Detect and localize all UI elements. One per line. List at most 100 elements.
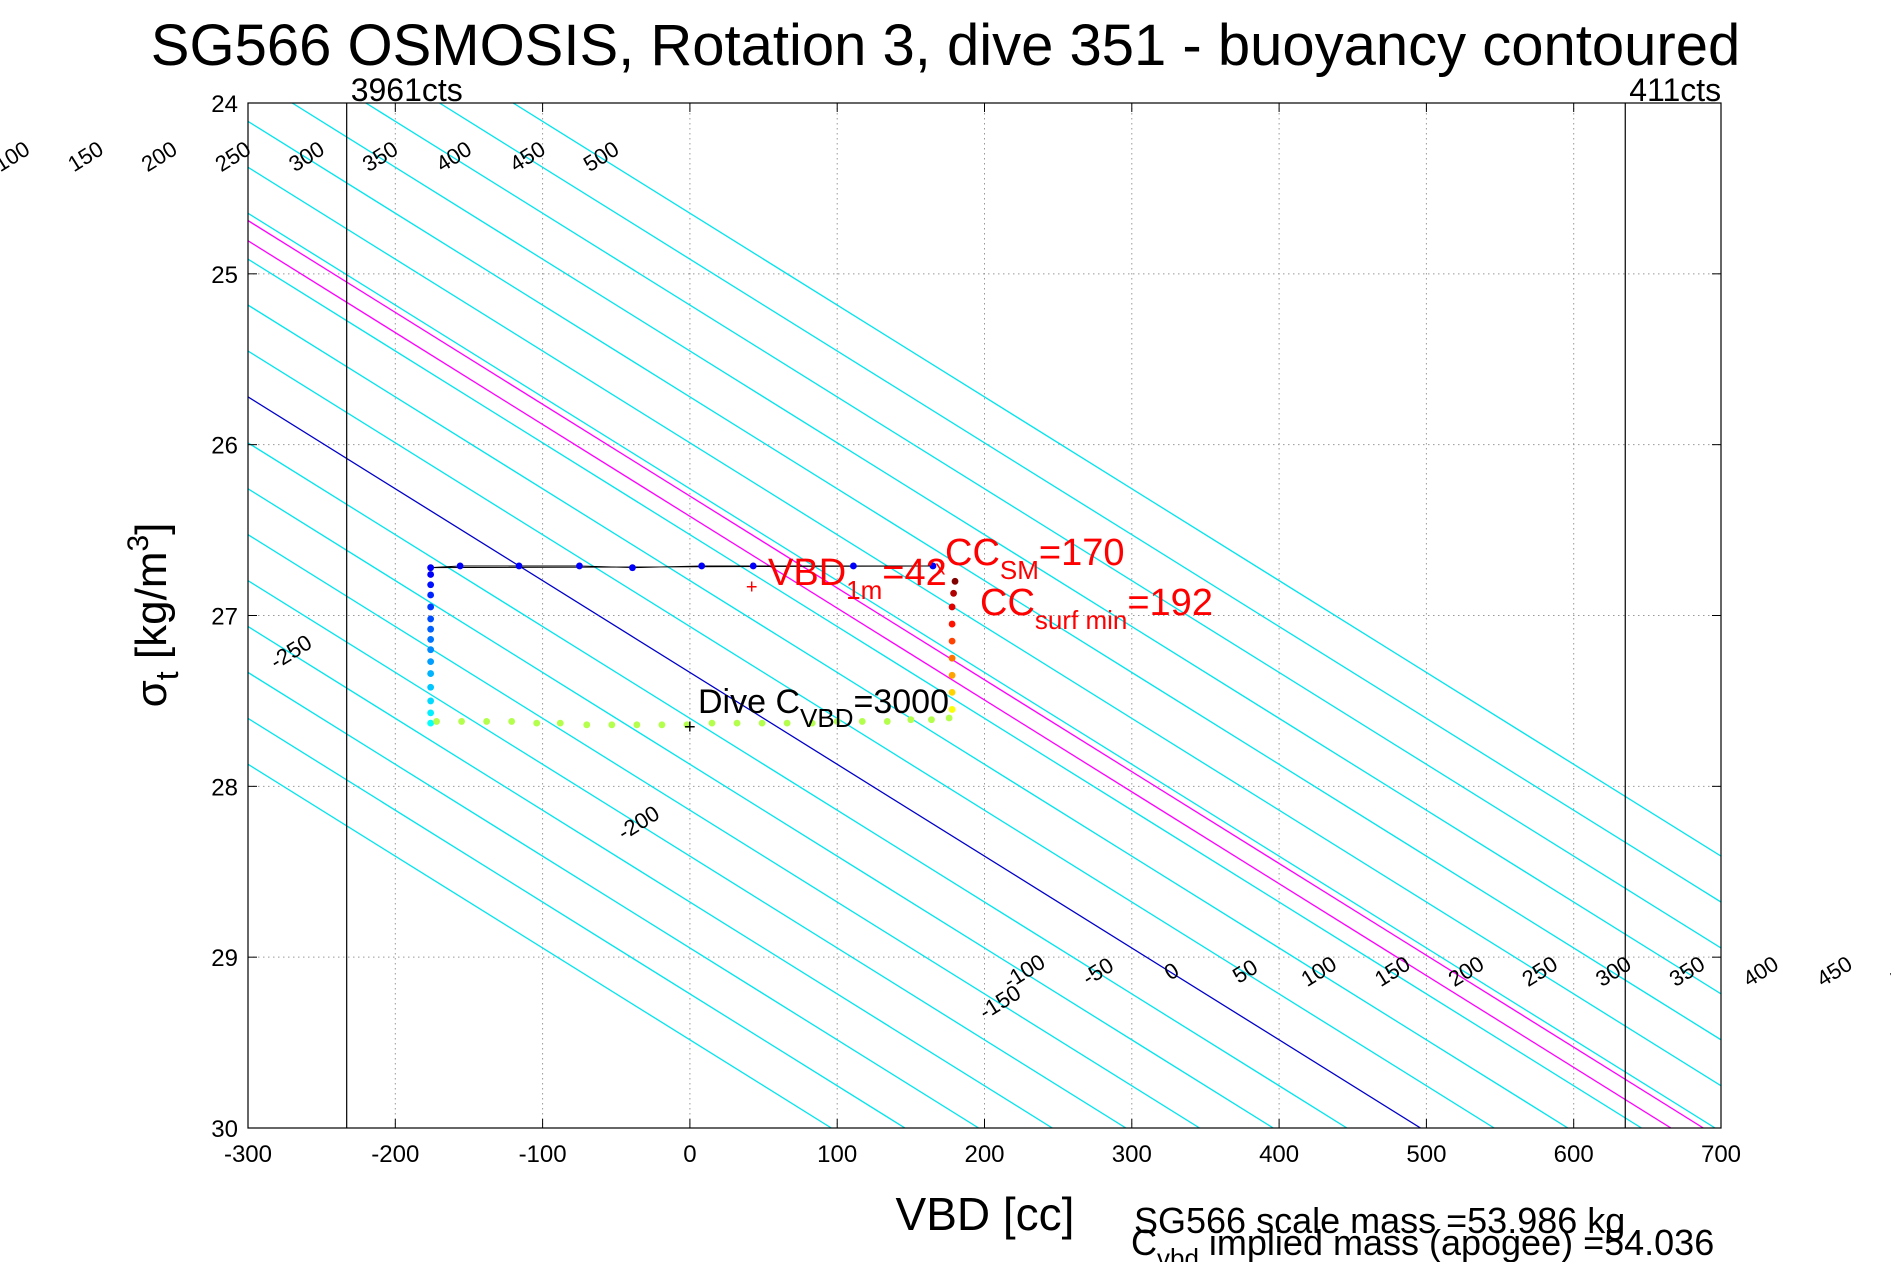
dive-point <box>708 719 716 727</box>
highlight-contour-line <box>248 219 1704 1128</box>
dive-point <box>928 716 935 724</box>
dive-point <box>427 709 435 717</box>
dive-point <box>808 719 816 727</box>
footer-implied-mass: Cvbd implied mass (apogee) =54.036 <box>1131 1222 1714 1262</box>
dive-point <box>883 718 891 725</box>
dive-point <box>948 688 956 696</box>
dive-point <box>629 564 636 572</box>
contour-label: 0 <box>1160 957 1184 985</box>
dive-point <box>427 581 435 589</box>
annotation-label: Dive CVBD=3000 <box>698 683 949 733</box>
annotation-tail: =3000 <box>854 683 950 721</box>
y-tick-label: 26 <box>211 433 238 460</box>
contour-label: 400 <box>1738 951 1782 992</box>
y-axis-label-close: ] <box>127 523 176 535</box>
dive-point <box>948 706 956 713</box>
dive-point <box>907 716 915 724</box>
contour-label: 350 <box>1665 951 1709 992</box>
annotation-tail: =170 <box>1039 532 1125 574</box>
dive-point <box>456 562 464 570</box>
contour-label: -200 <box>613 800 664 845</box>
x-tick-label: 700 <box>1701 1141 1741 1168</box>
contour-line <box>248 304 1569 1128</box>
dive-point <box>749 562 757 570</box>
contour-label: 100 <box>0 136 34 177</box>
contour-line <box>248 166 1721 1087</box>
buoyancy-contours <box>248 103 1721 1128</box>
y-axis-label: σt [kg/m3] <box>122 523 185 708</box>
dive-point <box>698 562 706 570</box>
y-tick-label: 28 <box>211 774 238 801</box>
contour-line <box>439 103 1721 903</box>
x-tick-label: 0 <box>683 1141 696 1168</box>
dive-point <box>850 562 857 570</box>
dive-point <box>427 625 435 633</box>
contour-label: -50 <box>1078 952 1118 990</box>
contour-line <box>291 103 1721 995</box>
dive-point <box>433 718 440 725</box>
contour-line <box>248 258 1642 1128</box>
annotation-sub: surf min <box>1035 605 1127 635</box>
annotation-marker: + <box>684 717 696 739</box>
footer-scale-mass: SG566 scale mass =53.986 kg <box>1134 1200 1625 1241</box>
dive-point <box>945 714 953 722</box>
annotation-main: CC <box>945 532 1000 574</box>
dive-point <box>427 591 435 599</box>
vbd-limit-label: 411cts <box>1629 72 1721 108</box>
contour-line <box>248 625 1053 1128</box>
dive-point <box>948 654 956 662</box>
dive-point <box>951 577 959 585</box>
dive-point <box>427 670 435 677</box>
contour-line <box>248 579 1127 1128</box>
dive-point <box>427 646 435 654</box>
x-tick-label: 500 <box>1406 1141 1446 1168</box>
contour-label: 50 <box>1228 954 1262 988</box>
dive-point <box>427 658 435 666</box>
chart-title: SG566 OSMOSIS, Rotation 3, dive 351 - bu… <box>150 13 1741 78</box>
contour-line <box>248 763 832 1128</box>
contour-line <box>248 350 1495 1128</box>
contour-line <box>365 103 1721 949</box>
annotation-main: VBD <box>768 552 846 594</box>
contour-line <box>248 442 1348 1128</box>
contour-line <box>248 487 1274 1128</box>
x-axis-label: VBD [cc] <box>896 1188 1075 1240</box>
annotation-marker: + <box>746 576 758 598</box>
dive-point <box>483 718 491 725</box>
contour-label: 150 <box>63 136 107 177</box>
dive-point <box>427 697 435 705</box>
annotation-label: CCSM=170 <box>945 532 1124 585</box>
dive-point <box>427 719 435 727</box>
dive-point <box>758 719 766 727</box>
vbd-limit-label: 3961cts <box>351 72 463 108</box>
dive-point <box>950 589 957 597</box>
contour-label: 200 <box>137 136 181 177</box>
axis-ticks: -300 -200 -100 0 100 200 300 400 500 600 700242526… <box>211 91 1741 1168</box>
dive-point <box>948 620 956 628</box>
dive-path-line <box>430 565 933 569</box>
dive-point <box>427 603 435 611</box>
dive-point <box>929 562 937 570</box>
contour-line <box>248 396 1421 1128</box>
x-tick-label: -300 <box>224 1141 272 1168</box>
dive-point <box>556 719 564 727</box>
x-tick-label: 600 <box>1554 1141 1594 1168</box>
contour-line <box>248 717 906 1128</box>
contour-line <box>248 212 1716 1128</box>
annotation-main: CC <box>980 582 1035 624</box>
dive-point <box>948 603 956 611</box>
x-tick-label: -200 <box>371 1141 419 1168</box>
x-tick-label: 300 <box>1112 1141 1152 1168</box>
y-axis-label-sub: t <box>149 671 185 680</box>
dive-point <box>508 718 516 725</box>
y-axis-label-main: σ <box>127 680 176 707</box>
highlight-contour-line <box>248 240 1672 1128</box>
dive-point <box>583 721 591 729</box>
contour-line <box>248 533 1200 1128</box>
dive-point <box>608 721 616 729</box>
dive-point <box>658 721 666 729</box>
y-tick-label: 24 <box>211 91 238 118</box>
annotation-sub: SM <box>1000 555 1039 585</box>
contour-label: 350 <box>358 136 402 177</box>
contour-label: 450 <box>505 136 549 177</box>
